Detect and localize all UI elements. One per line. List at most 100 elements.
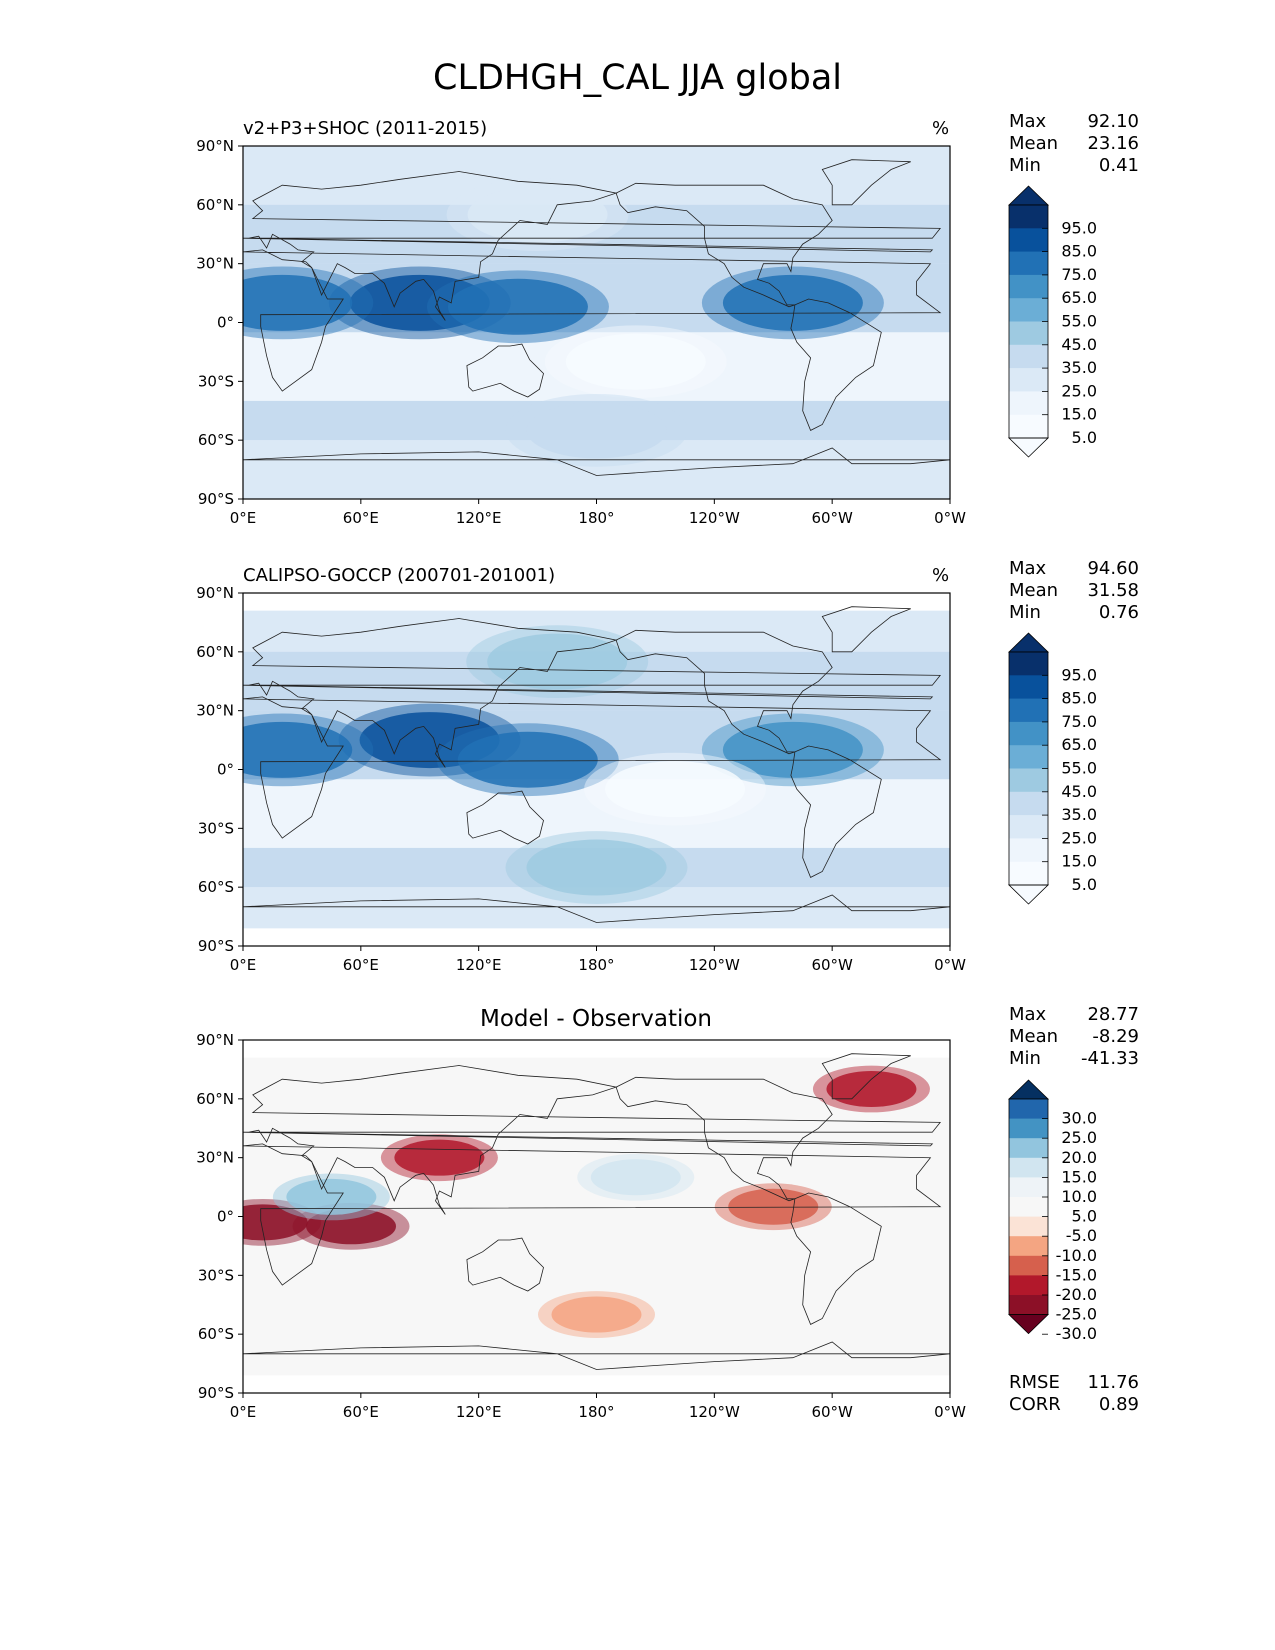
colorbar-segment xyxy=(1009,1197,1048,1218)
stat-value: 11.76 xyxy=(1087,1372,1139,1393)
stat-value: 94.60 xyxy=(1087,558,1139,579)
colorbar-extend-top xyxy=(1008,632,1049,653)
coastline xyxy=(615,1076,833,1202)
colorbar-segment xyxy=(1009,745,1048,769)
colorbar-extend-bottom xyxy=(1008,437,1049,458)
lon-tick-label: 120°W xyxy=(689,956,740,974)
lon-tick-label: 180° xyxy=(578,956,614,974)
lat-tick-label: 30°N xyxy=(196,255,234,273)
lat-tick-label: 90°S xyxy=(198,490,234,508)
coastline xyxy=(821,1053,911,1100)
stat-label: Max xyxy=(1009,558,1047,579)
colorbar-label: 30.0 xyxy=(1061,1109,1097,1128)
colorbar-segment xyxy=(1009,1099,1048,1120)
coastline xyxy=(243,447,950,476)
lon-tick-label: 60°W xyxy=(811,1403,853,1421)
colorbar-segment xyxy=(1009,652,1048,676)
stat-value: 28.77 xyxy=(1087,1004,1139,1025)
colorbar-label: 20.0 xyxy=(1061,1148,1097,1167)
colorbar-label: 65.0 xyxy=(1061,735,1097,754)
coastline xyxy=(243,171,942,321)
field-blob xyxy=(526,839,667,896)
colorbar-segment xyxy=(1009,791,1048,816)
field-blob xyxy=(826,1071,917,1108)
lat-tick-label: 0° xyxy=(217,1208,234,1226)
coastline xyxy=(243,1065,942,1215)
field-blob xyxy=(243,1204,308,1241)
colorbar-segment xyxy=(1009,391,1048,416)
data-field xyxy=(243,146,950,499)
colorbar-label: 15.0 xyxy=(1061,1167,1097,1186)
colorbar-label: 85.0 xyxy=(1061,242,1097,261)
map-panel-2: 0°E 60°E 120°E 180° 120°W 60°W 0°W 90°N 60°N 30°N… xyxy=(196,584,1097,974)
stat-value: -8.29 xyxy=(1092,1026,1139,1047)
lat-tick-label: 60°N xyxy=(196,196,234,214)
colorbar-segment xyxy=(1009,1177,1048,1198)
stat-label: RMSE xyxy=(1009,1372,1060,1393)
lat-tick-label: 60°S xyxy=(198,431,234,449)
lat-tick-label: 30°S xyxy=(198,1266,234,1284)
no-data-band xyxy=(243,928,950,946)
colorbar-segment xyxy=(1009,838,1048,863)
colorbar: 30.025.020.015.010.05.0-5.0-10.0-15.0-20… xyxy=(1008,1079,1097,1343)
colorbar-label: 25.0 xyxy=(1061,1128,1097,1147)
coastline xyxy=(243,618,942,768)
colorbar-segment xyxy=(1009,721,1048,746)
lat-tick-label: 60°N xyxy=(196,643,234,661)
field-blob xyxy=(286,1178,377,1215)
coastline xyxy=(615,182,833,308)
colorbar-segment xyxy=(1009,1295,1048,1316)
lon-tick-label: 120°E xyxy=(456,509,502,527)
colorbar: 95.0 85.0 75.0 65.0 55.0 45.0 35.0 25.0 15.0 5.0 xyxy=(1008,632,1097,905)
stat-label: CORR xyxy=(1009,1394,1061,1415)
lat-tick-label: 90°N xyxy=(196,137,234,155)
coastline xyxy=(790,1192,882,1325)
coastline xyxy=(243,249,942,392)
colorbar-extend-top xyxy=(1008,1079,1049,1100)
lon-tick-label: 0°E xyxy=(230,1403,257,1421)
panel-2-stats: Max 94.60 Mean 31.58 Min 0.76 xyxy=(1009,558,1139,624)
colorbar-segment xyxy=(1009,251,1048,276)
stat-label: Max xyxy=(1009,111,1047,132)
lat-tick-label: 30°N xyxy=(196,702,234,720)
panel-2-units: % xyxy=(932,565,950,586)
colorbar-label: 55.0 xyxy=(1061,312,1097,331)
panel-2-left-label: CALIPSO-GOCCP (200701-201001) xyxy=(243,565,556,586)
colorbar-extend-bottom xyxy=(1008,884,1049,905)
lat-tick-label: 30°N xyxy=(196,1149,234,1167)
lat-tick-label: 90°N xyxy=(196,584,234,602)
stat-label: Mean xyxy=(1009,133,1059,154)
coastlines xyxy=(243,159,950,476)
colorbar-segment xyxy=(1009,1157,1048,1178)
coastline xyxy=(790,298,882,431)
coastline xyxy=(821,159,911,206)
colorbar-segment xyxy=(1009,298,1048,322)
coastline xyxy=(466,790,544,845)
colorbar-label: -5.0 xyxy=(1066,1226,1097,1245)
stat-value: 92.10 xyxy=(1087,111,1139,132)
colorbar-segment xyxy=(1009,1118,1048,1139)
colorbar-label: 35.0 xyxy=(1061,805,1097,824)
lat-tick-label: 0° xyxy=(217,761,234,779)
colorbar-label: 25.0 xyxy=(1061,381,1097,400)
stat-label: Min xyxy=(1009,602,1041,623)
lon-tick-label: 60°E xyxy=(343,956,379,974)
lat-tick-label: 30°S xyxy=(198,372,234,390)
data-field xyxy=(243,1040,950,1393)
field-blob xyxy=(394,1139,485,1176)
colorbar-segment xyxy=(1009,698,1048,723)
colorbar-label: 65.0 xyxy=(1061,288,1097,307)
lon-tick-label: 60°W xyxy=(811,509,853,527)
colorbar-segment xyxy=(1009,344,1048,369)
stat-value: 0.89 xyxy=(1098,1394,1139,1415)
colorbar-segment xyxy=(1009,1236,1048,1257)
colorbar-label: -20.0 xyxy=(1056,1285,1097,1304)
lon-tick-label: 0°W xyxy=(934,956,966,974)
panel-1-units: % xyxy=(932,118,950,139)
colorbar-label: 5.0 xyxy=(1072,1207,1097,1226)
colorbar-label: 45.0 xyxy=(1061,782,1097,801)
stat-value: 23.16 xyxy=(1087,133,1139,154)
colorbar-segment xyxy=(1009,675,1048,700)
coastline xyxy=(466,343,544,398)
